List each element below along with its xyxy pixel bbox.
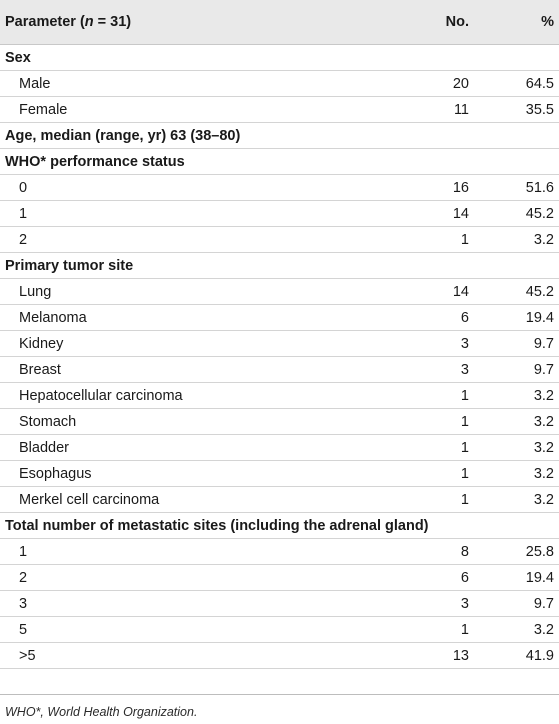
row-label: 1 [19,543,28,560]
row-count: 1 [460,439,469,456]
row-label: Breast [19,361,61,378]
no-header: No. [445,14,469,30]
table-row: Breast 3 9.7 [0,357,559,383]
row-count: 11 [453,101,469,118]
row-percent: 3.2 [533,413,554,430]
table-row: 0 16 51.6 [0,175,559,201]
row-label: Kidney [19,335,64,352]
row-percent: 9.7 [533,335,554,352]
row-percent: 45.2 [525,283,554,300]
row-count: 1 [460,621,469,638]
row-label: Sex [5,49,31,66]
row-count: 8 [460,543,469,560]
row-percent: 35.5 [525,101,554,118]
row-label: Melanoma [19,309,87,326]
row-label: Esophagus [19,465,92,482]
row-label: Male [19,75,51,92]
row-label: 3 [19,595,28,612]
row-count: 3 [460,595,469,612]
row-label: Female [19,101,68,118]
row-count: 14 [452,205,469,222]
row-label: Stomach [19,413,77,430]
row-count: 14 [452,283,469,300]
parameter-header: Parameter (n = 31) [5,14,132,30]
row-percent: 3.2 [533,231,554,248]
table-row: 2 1 3.2 [0,227,559,253]
row-label: Bladder [19,439,69,456]
row-percent: 51.6 [525,179,554,196]
section-row: WHO* performance status [0,149,559,175]
table-row: 1 14 45.2 [0,201,559,227]
table-row: 2 6 19.4 [0,565,559,591]
row-percent: 45.2 [525,205,554,222]
table-row: Merkel cell carcinoma 1 3.2 [0,487,559,513]
row-percent: 9.7 [533,361,554,378]
row-count: 13 [452,647,469,664]
row-label: Lung [19,283,52,300]
row-count: 16 [452,179,469,196]
table-row: Hepatocellular carcinoma 1 3.2 [0,383,559,409]
row-percent: 19.4 [525,309,554,326]
footnote-divider [0,694,559,695]
row-label: >5 [19,647,36,664]
row-label: 1 [19,205,28,222]
table-row: Male 20 64.5 [0,71,559,97]
row-label: WHO* performance status [5,153,185,170]
row-percent: 3.2 [533,491,554,508]
row-label: Hepatocellular carcinoma [19,387,183,404]
row-percent: 3.2 [533,621,554,638]
row-count: 6 [460,569,469,586]
table-row: Melanoma 6 19.4 [0,305,559,331]
row-percent: 19.4 [525,569,554,586]
section-row: Primary tumor site [0,253,559,279]
demographics-table: Parameter (n = 31) No. % Sex Male 20 64.5 Fe… [0,0,559,669]
row-count: 1 [460,231,469,248]
row-label: Primary tumor site [5,257,134,274]
row-label: 0 [19,179,28,196]
section-row: Age, median (range, yr) 63 (38–80) [0,123,559,149]
row-label: Merkel cell carcinoma [19,491,160,508]
row-label: 5 [19,621,28,638]
footnote: WHO*, World Health Organization. [5,705,198,719]
row-count: 1 [460,387,469,404]
table-row: Stomach 1 3.2 [0,409,559,435]
table-header-row: Parameter (n = 31) No. % [0,0,559,45]
row-count: 6 [460,309,469,326]
row-count: 1 [460,491,469,508]
table-row: >5 13 41.9 [0,643,559,669]
row-percent: 64.5 [525,75,554,92]
table-row: Female 11 35.5 [0,97,559,123]
row-percent: 3.2 [533,387,554,404]
table-row: Kidney 3 9.7 [0,331,559,357]
row-percent: 9.7 [533,595,554,612]
row-count: 3 [460,335,469,352]
row-percent: 3.2 [533,439,554,456]
row-label: 2 [19,569,28,586]
table-row: 3 3 9.7 [0,591,559,617]
row-percent: 3.2 [533,465,554,482]
pct-header: % [541,14,554,30]
row-count: 20 [452,75,469,92]
table-row: 5 1 3.2 [0,617,559,643]
row-label: 2 [19,231,28,248]
section-row: Sex [0,45,559,71]
row-percent: 41.9 [525,647,554,664]
row-count: 3 [460,361,469,378]
row-percent: 25.8 [525,543,554,560]
table-row: 1 8 25.8 [0,539,559,565]
row-label: Age, median (range, yr) 63 (38–80) [5,127,241,144]
row-count: 1 [460,413,469,430]
table-row: Esophagus 1 3.2 [0,461,559,487]
row-count: 1 [460,465,469,482]
section-row: Total number of metastatic sites (includ… [0,513,559,539]
row-label: Total number of metastatic sites (includ… [5,517,429,534]
table-row: Bladder 1 3.2 [0,435,559,461]
table-body: Sex Male 20 64.5 Female 11 35.5 Age, median (ra… [0,45,559,669]
table-row: Lung 14 45.2 [0,279,559,305]
